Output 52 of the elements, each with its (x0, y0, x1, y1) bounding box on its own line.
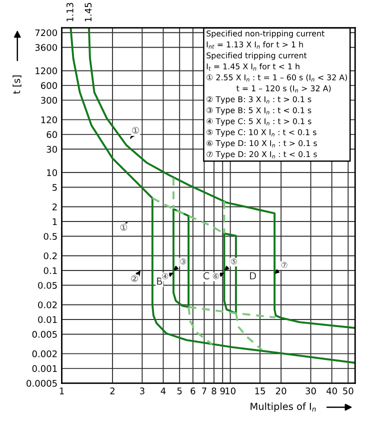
annotation: ① (120, 224, 128, 231)
annotation: D (250, 272, 256, 280)
annotation: C (203, 272, 210, 280)
x-tick-label: 40 (326, 388, 337, 394)
y-tick-label: 0.005 (32, 330, 57, 338)
annotation: B (157, 278, 162, 285)
x-tick-label: 15 (255, 388, 265, 394)
y-tick-label: 0.002 (32, 350, 57, 358)
y-axis-title: t [s] (12, 75, 22, 94)
annotation: 1.45 (84, 2, 92, 22)
annotation: ⑦ (281, 262, 288, 268)
x-tick-label: 5 (177, 388, 182, 394)
y-tick-label: 1200 (36, 67, 57, 74)
x-tick-label: 9 (220, 388, 225, 394)
y-tick-label: 10 (47, 169, 57, 176)
y-tick-label: 120 (41, 116, 57, 124)
y-tick-label: 30 (46, 146, 57, 153)
annotation: ① (132, 126, 139, 134)
x-tick-label: 20 (276, 388, 286, 394)
x-tick-label: 1 (60, 388, 64, 394)
annotation: ② (131, 275, 138, 282)
y-tick-label: 3600 (35, 44, 57, 51)
x-tick-label: 50 (343, 388, 354, 394)
x-tick-label: 8 (212, 388, 216, 394)
x-axis-title: Multiples of I$_{n}$ (250, 402, 316, 412)
x-tick-label: 10 (226, 388, 236, 394)
y-tick-label: 5 (52, 184, 57, 191)
y-tick-label: 0.5 (44, 232, 57, 240)
y-tick-label: 60 (46, 131, 57, 138)
annotation: ④ (162, 273, 168, 280)
annotation: ⑤ (230, 258, 237, 264)
x-tick-label: 3 (140, 388, 144, 394)
y-tick-label: 0.05 (38, 282, 57, 289)
annotation: 1.13 (66, 2, 74, 22)
y-tick-label: 1 (52, 218, 57, 225)
y-tick-label: 0.1 (44, 267, 57, 274)
x-tick-label: 4 (160, 388, 166, 394)
annotation: ③ (180, 258, 186, 264)
y-tick-label: 600 (40, 82, 57, 90)
x-tick-label: 30 (306, 388, 316, 394)
y-tick-label: 300 (41, 96, 57, 104)
y-tick-label: 0.001 (32, 365, 57, 372)
x-tick-label: 2 (110, 388, 114, 394)
x-tick-label: 6 (190, 388, 196, 394)
y-tick-label: 0.02 (38, 301, 57, 308)
annotation: ⑥ (212, 273, 219, 280)
y-tick-label: 7200 (35, 29, 57, 36)
x-tick-label: 7 (202, 388, 206, 394)
y-tick-label: 0.01 (38, 316, 57, 324)
y-tick-label: 2 (52, 203, 57, 210)
y-tick-label: 0.2 (44, 252, 57, 260)
y-tick-label: 0.0005 (26, 380, 57, 387)
